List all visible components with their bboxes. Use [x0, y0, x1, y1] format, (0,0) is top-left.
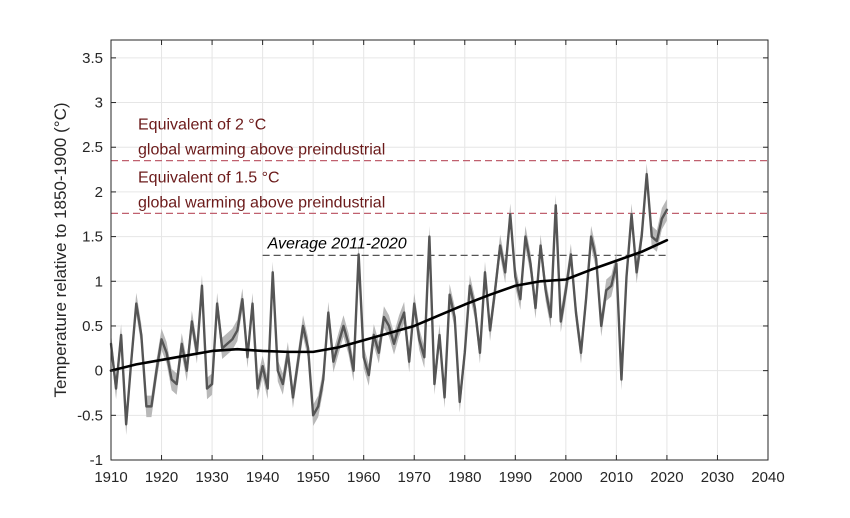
x-tick-labels: 1910 1920 1930 1940 1950 1960 1970 1980 1990 2000… [94, 469, 784, 486]
y-tick-label: 1.5 [82, 229, 103, 246]
y-tick-label: 0 [95, 363, 103, 380]
x-tick-label: 1960 [347, 469, 380, 486]
trend-line [109, 238, 669, 372]
y-tick-label: 3.5 [82, 50, 103, 67]
x-tick-label: 1990 [499, 469, 532, 486]
x-tick-label: 1980 [448, 469, 481, 486]
x-tick-label: 2030 [701, 469, 734, 486]
y-tick-label: -0.5 [77, 407, 103, 424]
y-tick-label: -1 [90, 452, 103, 469]
x-tick-label: 2020 [650, 469, 683, 486]
annual-line [109, 172, 669, 426]
x-tick-label: 1970 [398, 469, 431, 486]
y-tick-label: 3 [95, 95, 103, 112]
series-lines [109, 172, 669, 426]
y-tick-label: 0.5 [82, 318, 103, 335]
annotation-label: Equivalent of 2 °C [138, 117, 266, 134]
y-tick-label: 2 [95, 184, 103, 201]
x-tick-label: 1930 [195, 469, 228, 486]
x-tick-label: 2010 [600, 469, 633, 486]
annotation-label: Average 2011-2020 [267, 235, 407, 252]
annotation-label: Equivalent of 1.5 °C [138, 169, 280, 186]
axes-frame [110, 39, 769, 461]
annotation-label: global warming above preindustrial [138, 194, 385, 211]
x-tick-label: 2000 [549, 469, 582, 486]
axes [110, 39, 769, 461]
annotation-label: global warming above preindustrial [138, 142, 385, 159]
y-tick-label: 1 [95, 273, 103, 290]
x-tick-label: 1920 [145, 469, 178, 486]
grid [110, 40, 769, 461]
annotations: Equivalent of 2 °C global warming above p… [138, 117, 407, 253]
x-tick-label: 2040 [751, 469, 784, 486]
y-axis-label: Temperature relative to 1850-1900 (°C) [51, 102, 70, 397]
y-tick-label: 2.5 [82, 139, 103, 156]
x-tick-label: 1910 [94, 469, 127, 486]
reference-lines [111, 159, 768, 257]
x-tick-label: 1940 [246, 469, 279, 486]
y-tick-labels: -1 -0.5 0 0.5 1 1.5 2 2.5 3 3.5 [77, 50, 103, 469]
x-tick-label: 1950 [296, 469, 329, 486]
